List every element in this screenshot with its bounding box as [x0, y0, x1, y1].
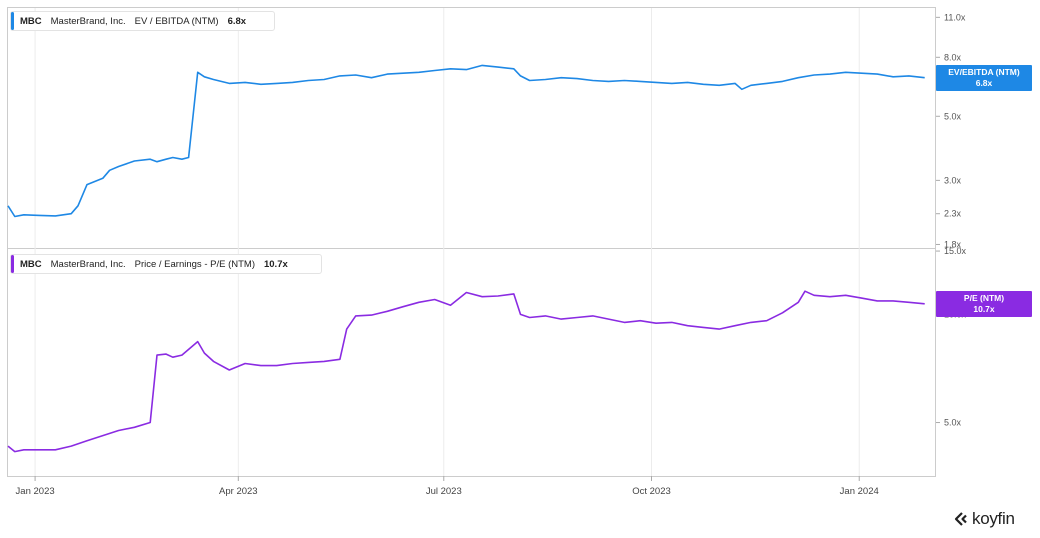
brand-name: koyfin	[972, 509, 1015, 528]
legend-company: MasterBrand, Inc.	[50, 15, 126, 27]
y-tick-label: 2.3x	[944, 209, 962, 219]
legend-pe: MBC MasterBrand, Inc. Price / Earnings -…	[10, 254, 322, 274]
legend-ev-ebitda: MBC MasterBrand, Inc. EV / EBITDA (NTM) …	[10, 11, 275, 31]
tag-label: P/E (NTM)	[963, 292, 1005, 303]
y-tick-label: 5.0x	[944, 111, 962, 121]
legend-color-bar	[11, 12, 14, 30]
ev-ebitda-panel: 11.0x 8.0x 5.0x 3.0x 2.3x 1.8x	[7, 12, 966, 249]
legend-metric: Price / Earnings - P/E (NTM)	[134, 258, 255, 270]
series-line	[7, 64, 925, 218]
legend-metric: EV / EBITDA (NTM)	[134, 15, 219, 27]
legend-company: MasterBrand, Inc.	[50, 258, 126, 270]
x-tick-label: Jul 2023	[426, 486, 462, 497]
x-tick-label: Oct 2023	[632, 486, 671, 497]
y-tick-label: 1.8x	[944, 239, 962, 249]
koyfin-logo-icon	[954, 512, 967, 526]
y-tick-label: 3.0x	[944, 175, 962, 185]
y-tick-label: 5.0x	[944, 418, 962, 428]
x-tick-label: Jan 2024	[840, 486, 879, 497]
legend-ticker: MBC	[20, 258, 42, 270]
x-gridlines	[34, 8, 860, 476]
legend-value: 10.7x	[263, 258, 288, 270]
legend-ticker: MBC	[20, 15, 42, 27]
legend-color-bar	[11, 255, 14, 273]
tag-label: EV/EBITDA (NTM)	[948, 66, 1020, 77]
x-tick-label: Apr 2023	[219, 486, 258, 497]
y-tick-label: 15.0x	[944, 246, 967, 256]
series-line	[7, 290, 925, 453]
y-tick-label: 8.0x	[944, 52, 962, 62]
ev-ebitda-value-tag: EV/EBITDA (NTM) 6.8x	[936, 64, 1032, 91]
pe-panel: 15.0x10.0x5.0x	[7, 246, 967, 453]
x-tick-label: Jan 2023	[16, 486, 55, 497]
x-axis: Jan 2023 Apr 2023 Jul 2023 Oct 2023 Jan 2024	[16, 476, 879, 497]
chart-frame	[7, 7, 936, 477]
legend-value: 6.8x	[227, 15, 247, 27]
y-tick-label: 11.0x	[944, 12, 966, 22]
pe-value-tag: P/E (NTM) 10.7x	[936, 290, 1032, 317]
tag-value: 6.8x	[975, 77, 993, 88]
koyfin-logo: koyfin	[953, 509, 1015, 529]
tag-value: 10.7x	[973, 303, 995, 314]
